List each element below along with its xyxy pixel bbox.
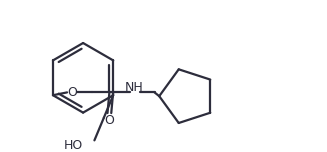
Text: O: O — [67, 86, 77, 99]
Text: O: O — [104, 114, 114, 127]
Text: HO: HO — [64, 139, 83, 152]
Text: NH: NH — [125, 81, 143, 94]
